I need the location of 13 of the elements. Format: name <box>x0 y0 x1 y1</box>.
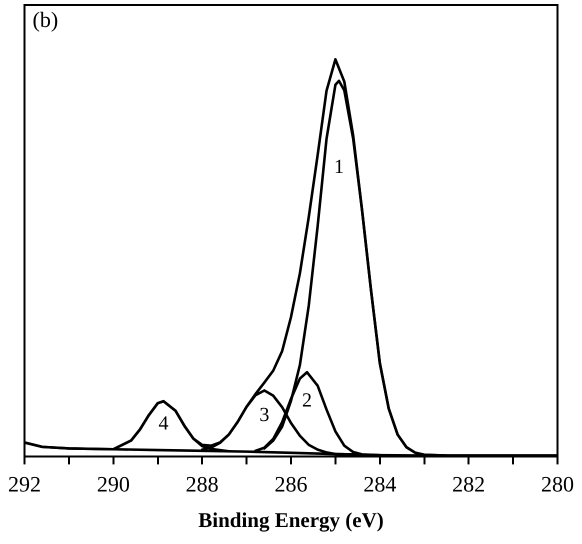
x-tick-label: 292 <box>8 471 41 496</box>
x-axis-title: Binding Energy (eV) <box>198 508 384 532</box>
x-tick-label: 284 <box>363 471 396 496</box>
x-tick-label: 280 <box>541 471 574 496</box>
x-tick-label: 286 <box>274 471 308 496</box>
text: (b) <box>32 6 58 32</box>
x-tick-label: 290 <box>96 471 130 496</box>
series-label: 2 <box>302 389 312 412</box>
series-label: 3 <box>259 404 270 426</box>
x-tick-label: 282 <box>452 471 486 496</box>
series-label: 1 <box>334 156 344 178</box>
x-tick-label: 288 <box>186 471 219 496</box>
series-label: 4 <box>158 412 169 435</box>
